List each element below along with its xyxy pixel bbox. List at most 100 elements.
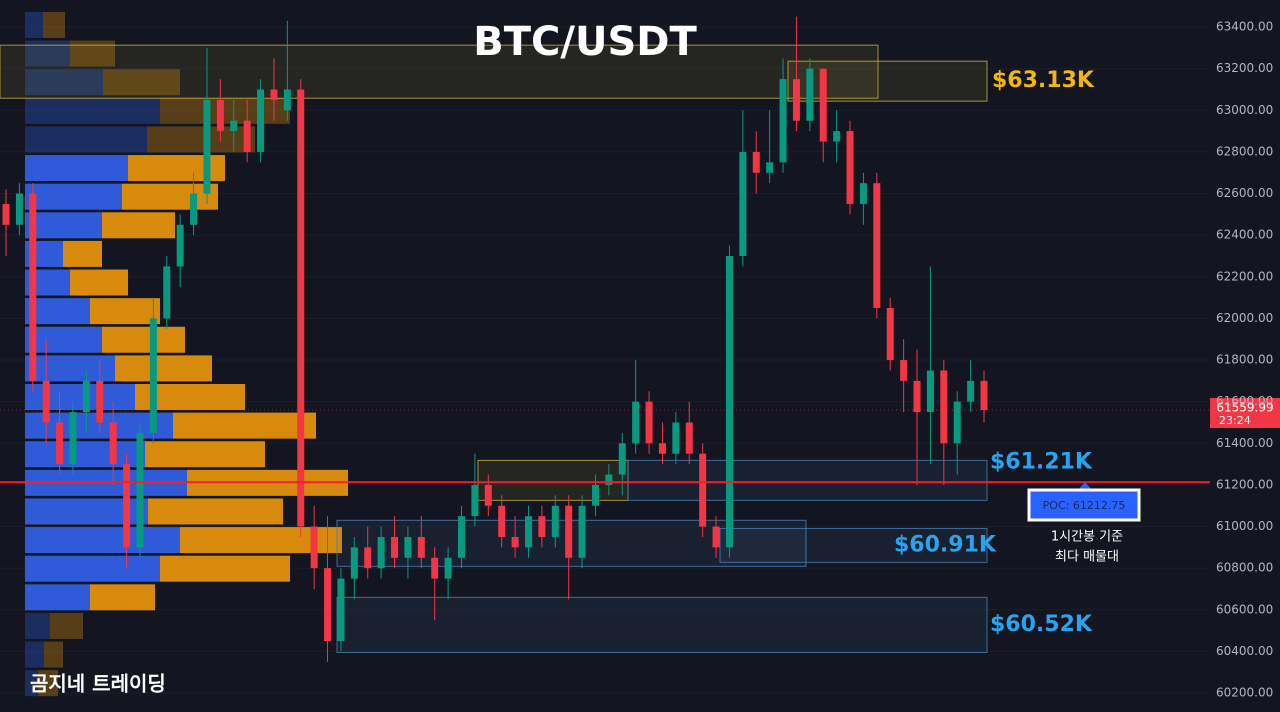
candle-body <box>417 536 425 558</box>
y-tick-label: 63400.00 <box>1216 20 1273 34</box>
profile-sell <box>63 240 102 267</box>
candle-body <box>149 318 157 433</box>
candle-body <box>591 484 599 506</box>
candle-body <box>42 380 50 423</box>
candle-body <box>123 464 131 548</box>
profile-sell <box>148 498 283 525</box>
candle-body <box>779 79 787 163</box>
candle-body <box>350 547 358 579</box>
profile-buy <box>25 11 43 38</box>
zone <box>787 60 988 102</box>
profile-buy <box>25 584 90 611</box>
annotation: 최다 매물대 <box>1055 550 1119 565</box>
profile-sell <box>173 412 316 439</box>
candles <box>2 16 988 662</box>
candle-body <box>310 526 318 569</box>
candle-body <box>270 89 278 100</box>
y-tick-label: 62800.00 <box>1216 144 1273 158</box>
candle-body <box>484 484 492 506</box>
y-tick-label: 60600.00 <box>1216 602 1273 616</box>
candle-body <box>471 484 479 517</box>
profile-sell <box>90 584 155 611</box>
zone <box>627 459 988 501</box>
candle-body <box>846 131 854 204</box>
candle-body <box>109 422 117 465</box>
profile-buy <box>25 441 145 468</box>
chart-title: BTC/USDT <box>473 19 697 65</box>
candle-body <box>685 422 693 454</box>
y-tick-label: 63000.00 <box>1216 103 1273 117</box>
profile-buy <box>25 355 115 382</box>
candle-body <box>29 193 37 381</box>
candle-body <box>578 505 586 558</box>
candle-body <box>819 68 827 142</box>
profile-sell <box>147 126 255 153</box>
y-tick-label: 61000.00 <box>1216 519 1273 533</box>
candle-body <box>913 380 921 413</box>
candle-body <box>190 193 198 225</box>
candle-body <box>752 151 760 173</box>
zone-label: $61.21K <box>990 449 1093 474</box>
profile-buy <box>25 97 160 124</box>
candle-body <box>926 370 934 413</box>
profile-sell <box>180 527 342 554</box>
zone-label: $63.13K <box>992 68 1095 93</box>
annotation: 1시간봉 기준 <box>1051 530 1123 545</box>
profile-sell <box>160 555 290 582</box>
candle-body <box>551 505 559 537</box>
candle-body <box>391 536 399 558</box>
y-tick-label: 61400.00 <box>1216 436 1273 450</box>
candle-body <box>377 536 385 569</box>
candle-body <box>163 266 171 319</box>
candle-body <box>176 224 184 267</box>
candle-body <box>565 505 573 558</box>
candle-body <box>56 422 64 465</box>
candle-body <box>324 568 332 642</box>
candle-body <box>886 308 894 361</box>
candle-body <box>82 380 90 413</box>
y-tick-label: 61800.00 <box>1216 353 1273 367</box>
y-tick-label: 63200.00 <box>1216 61 1273 75</box>
y-tick-label: 61200.00 <box>1216 477 1273 491</box>
watermark: 곰지네 트레이딩 <box>30 672 166 696</box>
poc-pointer <box>1078 482 1092 490</box>
candle-body <box>766 162 774 173</box>
candle-body <box>792 79 800 121</box>
poc-label: POC: 61212.75 <box>1043 499 1126 512</box>
candle-body <box>967 380 975 402</box>
candle-body <box>283 89 291 111</box>
profile-buy <box>25 212 102 239</box>
profile-buy <box>25 670 38 697</box>
profile-sell <box>38 670 58 697</box>
candle-body <box>940 370 948 444</box>
profile-sell <box>145 441 265 468</box>
candle-body <box>618 443 626 475</box>
profile-sell <box>90 298 160 325</box>
candle-body <box>900 360 908 381</box>
candle-body <box>672 422 680 454</box>
candle-body <box>524 516 532 548</box>
profile-sell <box>44 641 63 668</box>
candle-body <box>431 557 439 579</box>
candle-body <box>15 193 23 225</box>
candle-body <box>645 401 653 444</box>
candle-body <box>69 412 77 465</box>
y-tick-label: 62200.00 <box>1216 269 1273 283</box>
profile-buy <box>25 69 103 96</box>
profile-buy <box>25 527 180 554</box>
candle-body <box>216 99 224 132</box>
profile-buy <box>25 326 102 353</box>
candle-body <box>658 443 666 454</box>
profile-buy <box>25 612 50 639</box>
profile-sell <box>102 326 185 353</box>
candle-body <box>699 453 707 527</box>
candle-body <box>203 99 211 194</box>
candle-body <box>337 578 345 642</box>
zone-label: $60.52K <box>990 612 1093 637</box>
candle-body <box>230 120 238 132</box>
y-tick-label: 60200.00 <box>1216 686 1273 700</box>
candle-body <box>364 547 372 569</box>
